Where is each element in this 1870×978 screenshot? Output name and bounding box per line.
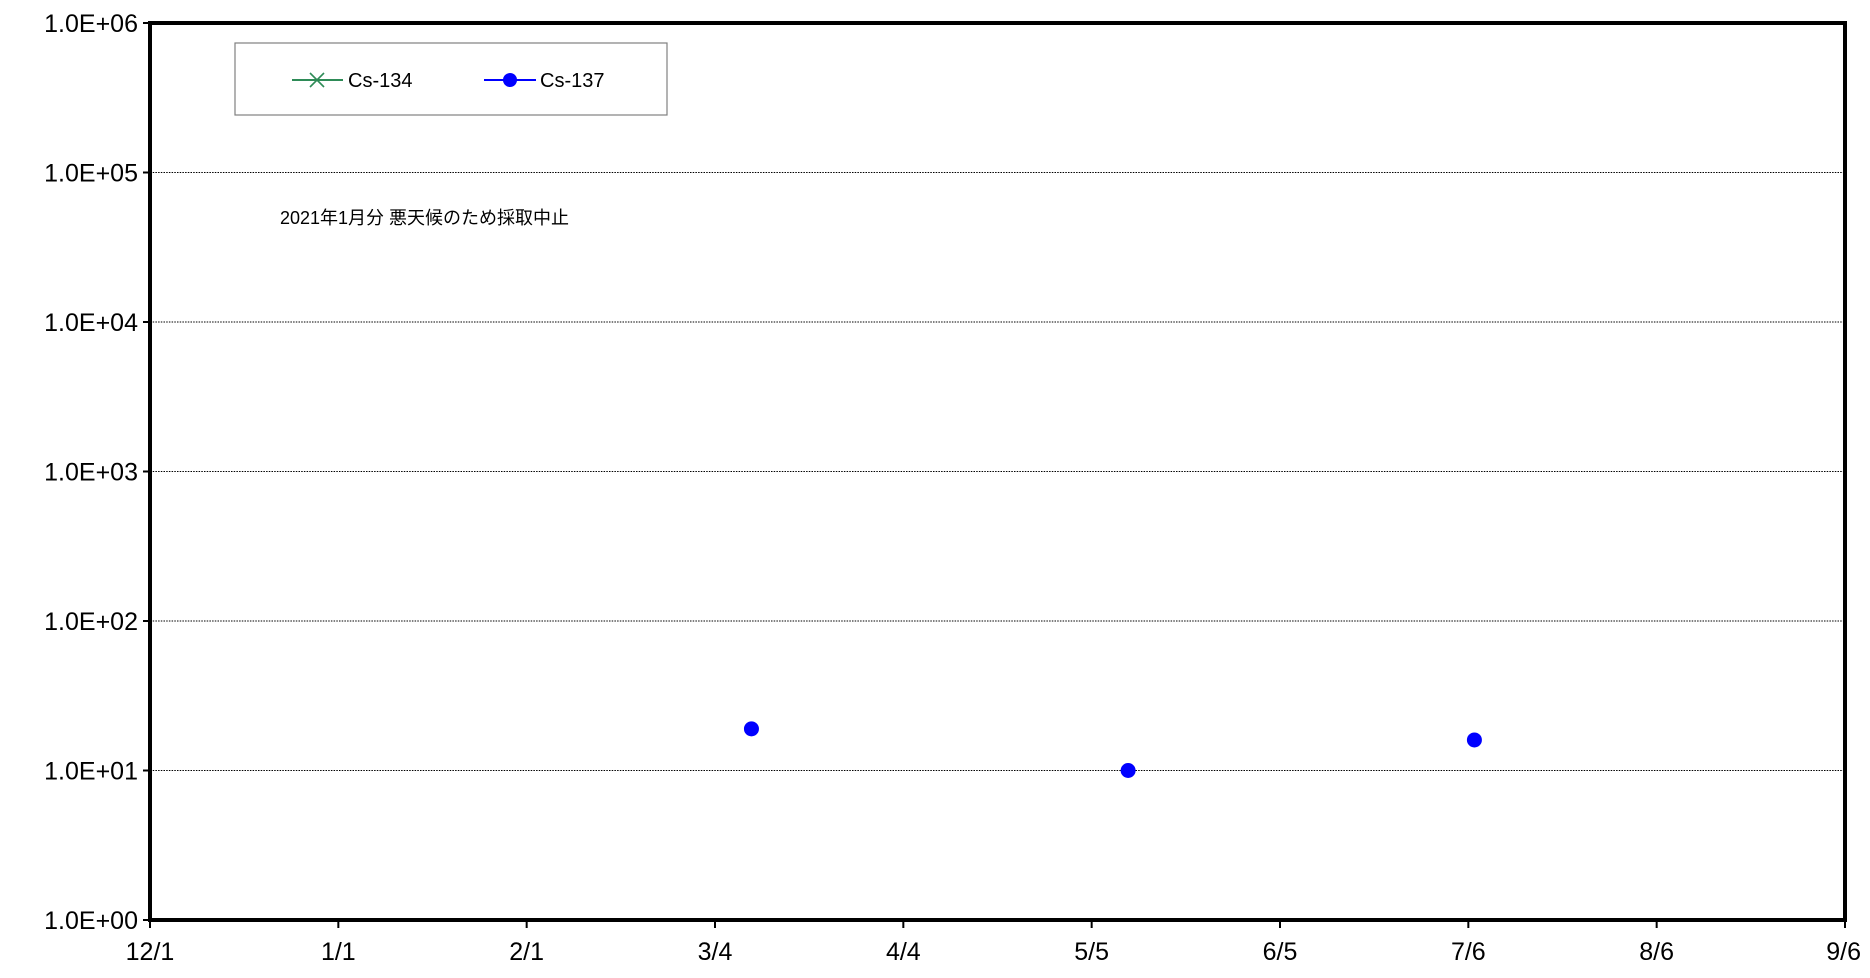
y-tick-label: 1.0E+04 <box>44 309 138 337</box>
x-tick-label: 6/5 <box>1263 938 1298 966</box>
annotation-note: 2021年1月分 悪天候のため採取中止 <box>280 208 569 228</box>
y-tick-label: 1.0E+05 <box>44 160 138 188</box>
x-tick-label: 7/6 <box>1451 938 1486 966</box>
legend-marker-cs134-x-icon <box>309 72 325 88</box>
y-axis-ticks: 1.0E+00 1.0E+01 1.0E+02 1.0E+03 1.0E+04 1.0E+… <box>44 10 150 935</box>
x-axis-ticks: 12/1 1/1 2/1 3/4 4/4 5/5 6/5 7/6 8/6 9/6 <box>126 920 1861 966</box>
x-tick-label: 2/1 <box>509 938 544 966</box>
y-tick-label: 1.0E+01 <box>44 758 138 786</box>
legend-label-cs137: Cs-137 <box>540 70 604 92</box>
legend-label-cs134: Cs-134 <box>348 70 412 92</box>
gridlines <box>150 172 1845 771</box>
y-tick-label: 1.0E+02 <box>44 608 138 636</box>
x-tick-label: 9/6 <box>1826 938 1861 966</box>
y-tick-label: 1.0E+06 <box>44 10 138 38</box>
y-tick-label: 1.0E+00 <box>44 907 138 935</box>
x-tick-label: 1/1 <box>321 938 356 966</box>
x-tick-label: 5/5 <box>1074 938 1109 966</box>
x-tick-label: 3/4 <box>698 938 733 966</box>
y-tick-label: 1.0E+03 <box>44 459 138 487</box>
x-tick-label: 8/6 <box>1639 938 1674 966</box>
legend-marker-cs137-circle-icon <box>503 73 517 87</box>
data-point-cs-137 <box>1466 732 1482 748</box>
data-points <box>743 721 1482 778</box>
legend: Cs-134 Cs-137 <box>234 42 668 116</box>
x-tick-label: 12/1 <box>126 938 175 966</box>
data-point-cs-137 <box>1120 763 1136 778</box>
x-tick-label: 4/4 <box>886 938 921 966</box>
data-point-cs-137 <box>743 721 759 737</box>
